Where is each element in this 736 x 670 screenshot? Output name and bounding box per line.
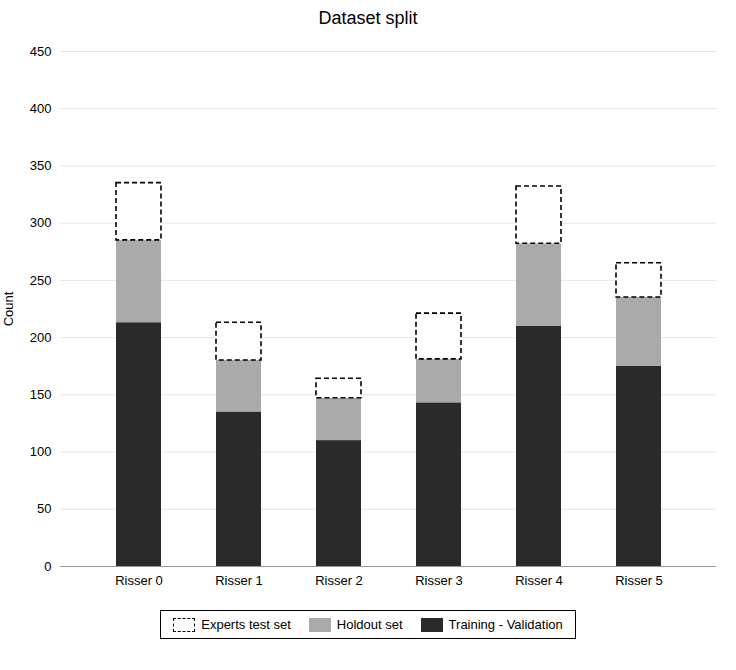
svg-text:100: 100 xyxy=(30,444,52,459)
html-text:Training - Validation: Training - Validation xyxy=(448,617,563,632)
svg-text:Risser 3: Risser 3 xyxy=(415,573,463,588)
svg-text:Risser 4: Risser 4 xyxy=(515,573,563,588)
svg-text:400: 400 xyxy=(30,101,52,116)
svg-text:300: 300 xyxy=(30,215,52,230)
svg-text:350: 350 xyxy=(30,158,52,173)
svg-text:150: 150 xyxy=(30,387,52,402)
svg-text:450: 450 xyxy=(30,44,52,59)
svg-text:Risser 2: Risser 2 xyxy=(315,573,363,588)
html-text:Holdout set: Holdout set xyxy=(336,617,403,632)
svg-text:50: 50 xyxy=(37,501,51,516)
svg-text:200: 200 xyxy=(30,330,52,345)
svg-text:Count: Count xyxy=(1,291,16,326)
svg-text:0: 0 xyxy=(44,559,51,574)
svg-text:Risser 0: Risser 0 xyxy=(115,573,163,588)
svg-text:Risser 1: Risser 1 xyxy=(215,573,263,588)
svg-text:Risser 5: Risser 5 xyxy=(615,573,663,588)
html-text:Experts test set: Experts test set xyxy=(201,617,291,632)
html-text:Dataset split: Dataset split xyxy=(318,8,418,28)
svg-text:250: 250 xyxy=(30,273,52,288)
